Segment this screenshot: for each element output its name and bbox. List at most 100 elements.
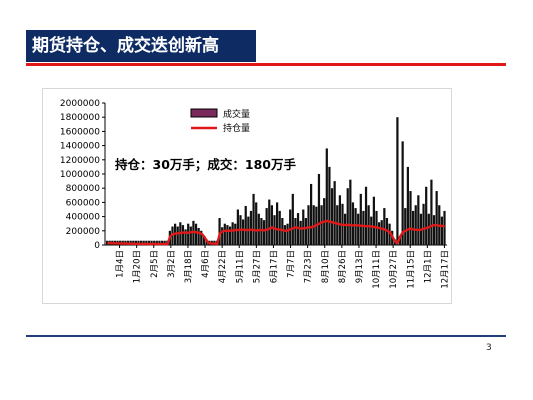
- volume-bar: [244, 205, 247, 245]
- volume-bar: [362, 210, 365, 245]
- volume-bar: [351, 202, 355, 245]
- volume-bar: [310, 183, 313, 245]
- volume-bar: [312, 205, 315, 245]
- volume-bar: [370, 216, 373, 245]
- volume-bar: [291, 193, 294, 245]
- volume-bar: [346, 188, 349, 245]
- volume-bar: [383, 208, 386, 245]
- volume-bar: [226, 225, 229, 245]
- x-tick-label: 5月27日: [252, 250, 262, 283]
- x-tick-label: 8月10日: [321, 250, 331, 283]
- volume-bar: [425, 186, 428, 245]
- x-tick-label: 10月27日: [389, 250, 399, 289]
- volume-bar: [252, 193, 255, 245]
- legend-label-volume: 成交量: [223, 108, 250, 120]
- volume-bar: [398, 236, 402, 245]
- title-accent-rule: [26, 63, 506, 66]
- chart-frame: 2000000 1800000 1600000 1400000 1200000 10000…: [42, 88, 452, 304]
- x-tick-label: 11月15日: [406, 250, 416, 289]
- volume-bar: [338, 195, 341, 245]
- volume-bar: [242, 219, 245, 245]
- x-tick-label: 6月17日: [269, 250, 279, 283]
- volume-bar: [106, 240, 109, 245]
- volume-bar: [236, 209, 239, 245]
- volume-bar: [427, 213, 430, 245]
- x-tick-label: 8月26日: [338, 250, 348, 283]
- x-tick-label: 12月1日: [423, 250, 433, 283]
- volume-bar: [330, 188, 334, 245]
- y-tick-label: 400000: [66, 213, 101, 223]
- volume-bar: [231, 222, 234, 245]
- volume-bar: [249, 210, 253, 245]
- volume-bar: [388, 223, 391, 245]
- volume-bar: [176, 226, 179, 245]
- volume-bar: [372, 196, 375, 245]
- page-number: 3: [486, 343, 492, 353]
- y-tick-label: 600000: [66, 198, 101, 208]
- x-tick-label: 4月22日: [218, 250, 228, 283]
- volume-bar: [320, 205, 323, 245]
- volume-bar: [417, 195, 420, 245]
- y-tick-label: 1600000: [60, 127, 100, 137]
- open-interest-line: [107, 219, 446, 246]
- volume-bar: [265, 208, 268, 245]
- volume-open-interest-chart: 2000000180000016000001400000120000010000…: [60, 99, 451, 289]
- volume-bar: [349, 179, 352, 245]
- volume-bar: [228, 226, 232, 245]
- volume-bar: [294, 218, 297, 245]
- x-tick-label: 12月17日: [440, 250, 450, 289]
- volume-bar: [336, 205, 339, 245]
- volume-bar: [440, 216, 443, 245]
- chart-annotation: 持仓：30万手；成交：180万手: [115, 157, 296, 172]
- volume-bar: [197, 227, 200, 245]
- volume-bar: [221, 227, 224, 245]
- volume-bar: [255, 202, 258, 245]
- legend-swatch-volume: [190, 108, 218, 118]
- volume-bar: [262, 220, 266, 245]
- x-tick-label: 9月13日: [355, 250, 365, 283]
- x-tick-label: 1月4日: [116, 250, 126, 278]
- x-tick-label: 5月11日: [235, 250, 245, 283]
- volume-bar: [184, 229, 187, 245]
- volume-bar: [289, 209, 292, 245]
- volume-bar: [283, 225, 287, 245]
- x-tick-label: 7月23日: [304, 250, 314, 283]
- y-tick-label: 1800000: [60, 113, 100, 123]
- x-tick-label: 1月20日: [133, 250, 143, 283]
- y-tick-label: 1400000: [60, 142, 100, 152]
- volume-bar: [189, 226, 192, 245]
- y-tick-label: 1000000: [60, 170, 100, 180]
- y-tick-label: 200000: [66, 227, 101, 237]
- volume-bar: [299, 220, 302, 245]
- volume-bar: [218, 218, 221, 245]
- volume-bar: [234, 223, 237, 245]
- volume-bar: [202, 236, 205, 245]
- x-tick-label: 3月2日: [167, 250, 177, 278]
- volume-bar: [409, 191, 412, 245]
- x-tick-label: 3月18日: [184, 250, 194, 283]
- volume-bar: [422, 203, 425, 245]
- volume-bar: [181, 225, 185, 245]
- volume-bar: [260, 218, 263, 245]
- volume-bar: [328, 166, 331, 245]
- volume-bar: [443, 210, 446, 245]
- volume-bar: [396, 117, 399, 245]
- volume-bar: [194, 223, 198, 245]
- volume-bar: [333, 181, 336, 245]
- volume-bar: [354, 208, 357, 245]
- volume-bar: [357, 213, 360, 245]
- volume-bar: [317, 174, 321, 245]
- volume-bar: [414, 205, 417, 245]
- footer-rule: [26, 335, 506, 337]
- volume-bar: [364, 186, 368, 245]
- volume-bar: [325, 148, 328, 245]
- volume-bar: [278, 210, 281, 245]
- x-tick-label: 7月7日: [287, 250, 297, 278]
- x-tick-label: 10月11日: [372, 250, 382, 289]
- volume-bar: [273, 215, 276, 245]
- volume-bar: [281, 218, 284, 245]
- y-tick-label: 800000: [66, 184, 101, 194]
- volume-bar: [435, 191, 438, 245]
- volume-bar: [163, 240, 166, 245]
- x-tick-label: 4月6日: [201, 250, 211, 278]
